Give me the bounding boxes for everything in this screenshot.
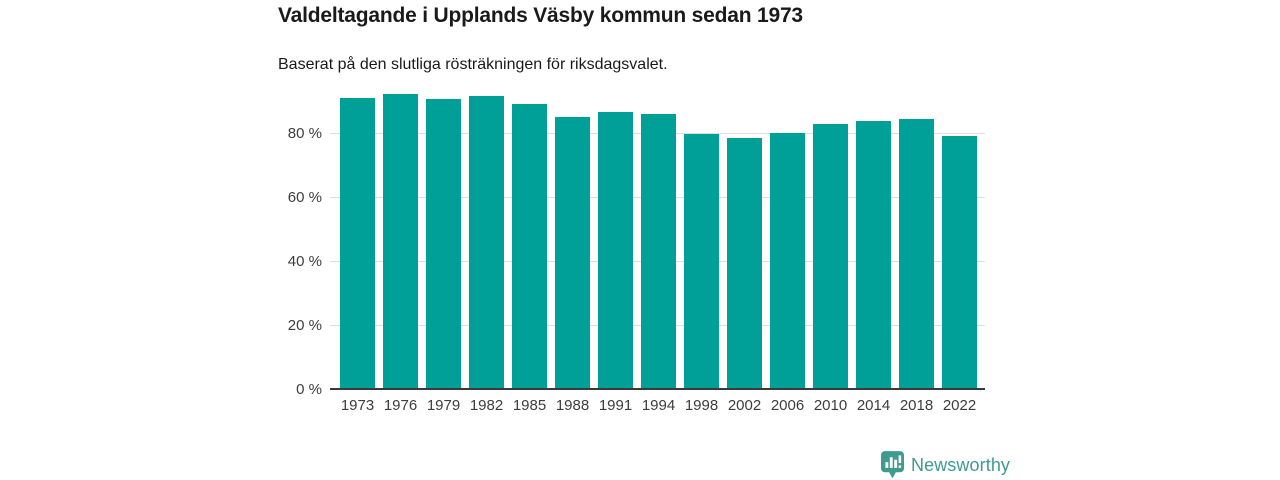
x-axis-tick-label: 2006 bbox=[770, 397, 805, 414]
bar-chart: 0 % 20 % 40 % 60 % 80 % 1973 1976 1979 1982 1985 1… bbox=[288, 69, 985, 414]
x-axis-tick-label: 2010 bbox=[813, 397, 848, 414]
bar-1973 bbox=[340, 97, 375, 390]
x-axis-tick-label: 1985 bbox=[512, 397, 547, 414]
newsworthy-icon bbox=[881, 451, 904, 479]
x-axis-tick-label: 1991 bbox=[598, 397, 633, 414]
y-axis-tick-label: 0 % bbox=[296, 381, 322, 398]
bar-1985 bbox=[512, 103, 547, 390]
x-axis-tick-label: 2022 bbox=[942, 397, 977, 414]
bar-2022 bbox=[942, 135, 977, 390]
x-axis-tick-label: 1982 bbox=[469, 397, 504, 414]
bar-1979 bbox=[426, 99, 461, 390]
bar-2018 bbox=[899, 119, 934, 390]
y-axis-tick-label: 80 % bbox=[287, 125, 322, 142]
bar-2006 bbox=[770, 133, 805, 390]
chart-title: Valdeltagande i Upplands Väsby kommun se… bbox=[278, 4, 803, 27]
x-axis-tick-label: 1973 bbox=[340, 397, 375, 414]
y-axis-tick-label: 40 % bbox=[287, 253, 322, 270]
y-axis-tick-label: 60 % bbox=[287, 189, 322, 206]
x-axis-tick-label: 2014 bbox=[856, 397, 891, 414]
newsworthy-logo[interactable]: Newsworthy bbox=[881, 451, 1010, 479]
chart-subtitle: Baserat på den slutliga rösträkningen fö… bbox=[278, 56, 668, 73]
bar-1976 bbox=[383, 94, 418, 390]
x-axis-tick-label: 1979 bbox=[426, 397, 461, 414]
bar-1998 bbox=[684, 134, 719, 390]
bar-1988 bbox=[555, 117, 590, 390]
bar-2014 bbox=[856, 120, 891, 390]
x-axis-tick-label: 1998 bbox=[684, 397, 719, 414]
x-axis-tick-label: 1976 bbox=[383, 397, 418, 414]
x-axis-tick-label: 1988 bbox=[555, 397, 590, 414]
newsworthy-wordmark: Newsworthy bbox=[911, 454, 1011, 475]
x-axis-line bbox=[330, 388, 985, 390]
x-axis-tick-label: 2002 bbox=[727, 397, 762, 414]
bar-2010 bbox=[813, 124, 848, 390]
y-axis-tick-label: 20 % bbox=[287, 317, 322, 334]
bar-1991 bbox=[598, 112, 633, 390]
bar-1994 bbox=[641, 113, 676, 390]
x-axis-tick-label: 2018 bbox=[899, 397, 934, 414]
bar-1982 bbox=[469, 95, 504, 390]
x-axis-tick-label: 1994 bbox=[641, 397, 676, 414]
bar-2002 bbox=[727, 137, 762, 390]
